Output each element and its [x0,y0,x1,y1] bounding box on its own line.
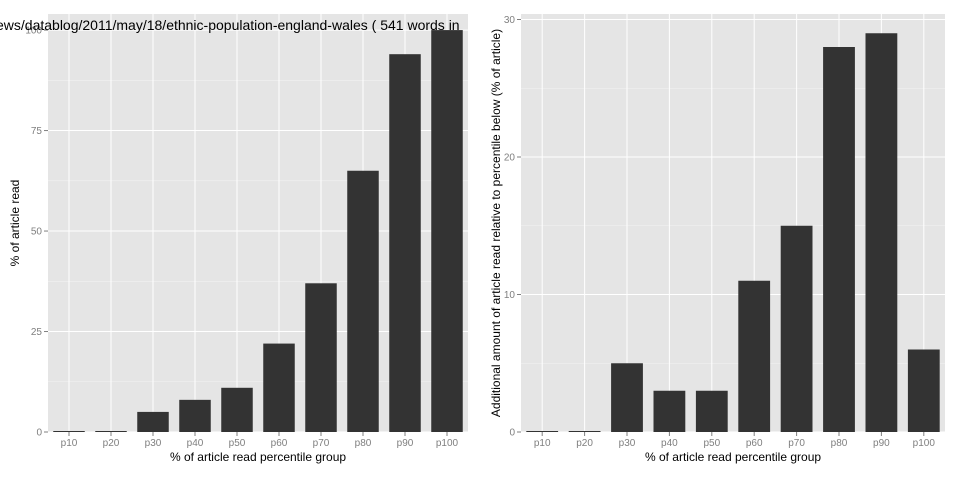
x-tick-label: p80 [355,438,372,449]
bar-p10 [53,431,85,432]
bar-p20 [95,431,127,432]
bar-p60 [263,343,295,432]
x-tick-label: p90 [873,438,890,449]
x-tick-label: p40 [661,438,678,449]
chart-panel-2: 0 10 20 30 p10 p20 p30 p40 p50 p60 p70 p80 p90 p100 % … [489,14,945,464]
x-tick-label: p100 [913,438,936,449]
y-tick-label: 20 [504,153,516,164]
bar-p100 [431,30,463,432]
x-tick-label: p30 [619,438,636,449]
y-tick-label: 100 [25,26,42,37]
bar-p20 [568,431,601,432]
y-axis-title: Additional amount of article read relati… [489,29,503,417]
bar-p40 [179,399,211,432]
y-tick-label: 30 [504,15,516,26]
y-tick-label: 50 [31,227,43,238]
bar-p70 [780,225,813,432]
x-tick-label: p10 [534,438,551,449]
x-axis-title: % of article read percentile group [645,450,821,464]
chart-panel-1: 0 25 50 75 100 p10 p20 p30 p40 p50 p60 p70 p80 p90 p10… [0,14,468,464]
bar-p30 [611,363,643,432]
bar-p90 [389,54,421,432]
bar-p10 [526,431,559,432]
x-tick-label: p10 [61,438,78,449]
bar-p70 [305,283,337,432]
bar-p50 [695,390,728,432]
bar-p90 [865,33,898,432]
y-tick-label: 0 [36,428,42,439]
bar-p30 [137,411,169,432]
chart-title: ews/datablog/2011/may/18/ethnic-populati… [0,17,460,33]
x-tick-label: p50 [703,438,720,449]
x-tick-label: p90 [397,438,414,449]
x-tick-label: p70 [788,438,805,449]
bar-p50 [221,387,253,432]
y-tick-label: 10 [504,290,516,301]
bar-p80 [347,170,379,432]
y-axis-title: % of article read [8,180,22,267]
y-tick-label: 25 [31,327,43,338]
x-tick-label: p20 [576,438,593,449]
x-tick-label: p100 [436,438,459,449]
bar-p80 [823,47,855,432]
bar-p100 [907,349,940,432]
x-tick-label: p60 [271,438,288,449]
y-tick-label: 0 [509,428,515,439]
x-axis-title: % of article read percentile group [170,450,346,464]
bar-p40 [653,390,686,432]
x-tick-label: p70 [313,438,330,449]
x-tick-label: p40 [187,438,204,449]
bar-p60 [738,280,771,432]
y-tick-label: 75 [31,126,43,137]
x-tick-label: p50 [229,438,246,449]
x-tick-label: p30 [145,438,162,449]
x-tick-label: p80 [831,438,848,449]
x-tick-label: p20 [103,438,120,449]
x-tick-label: p60 [746,438,763,449]
